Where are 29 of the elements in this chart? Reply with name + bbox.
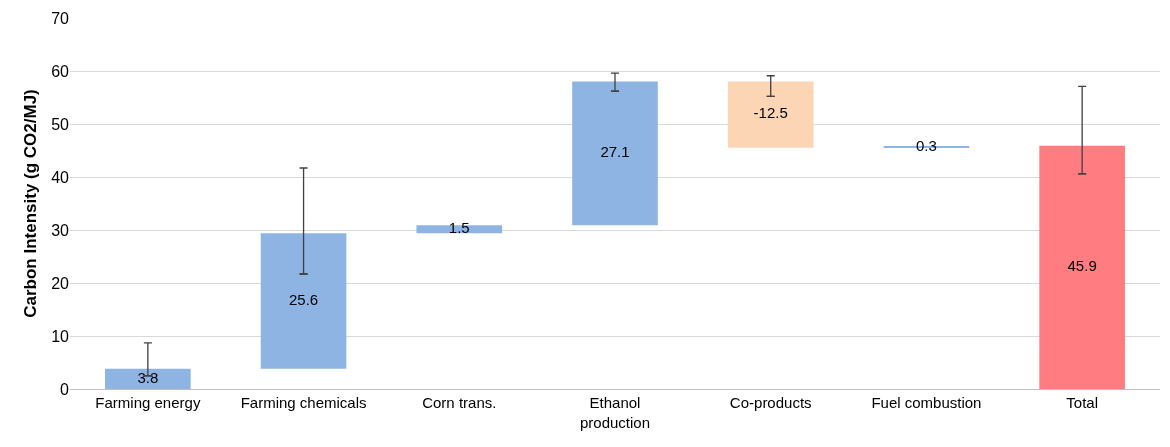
y-tick-label: 10 [51,327,70,345]
data-label: 27.1 [600,143,630,161]
y-tick-label: 50 [51,115,70,133]
x-tick-label: Farming chemicals [240,394,367,411]
x-tick-label: Fuel combustion [871,394,982,411]
x-tick-label: Co-products [729,394,812,411]
bar [105,368,191,389]
y-tick-label: 20 [51,274,70,292]
y-tick-label: 40 [51,168,70,186]
data-label: 3.8 [137,368,159,386]
bar [727,81,814,148]
bar [416,225,503,234]
bar [572,81,658,226]
bar [1039,145,1125,389]
y-tick-label: 0 [60,380,70,398]
y-tick-label: 30 [51,221,70,239]
y-axis-title: Carbon Intensity (g CO2/MJ) [20,89,40,318]
x-tick-label: Total [1066,394,1098,411]
x-tick-label: Farming energy [95,394,201,411]
data-label: 1.5 [448,218,470,236]
data-label: 0.3 [916,136,937,154]
x-tick-label: Corn trans. [422,394,497,411]
y-tick-label: 70 [51,9,70,27]
bar [260,233,347,369]
y-tick-label: 60 [51,62,70,80]
data-label: 45.9 [1067,257,1097,275]
data-label: -12.5 [753,104,788,122]
data-label: 25.6 [288,290,319,308]
x-tick-label: Ethanol production [579,394,651,431]
